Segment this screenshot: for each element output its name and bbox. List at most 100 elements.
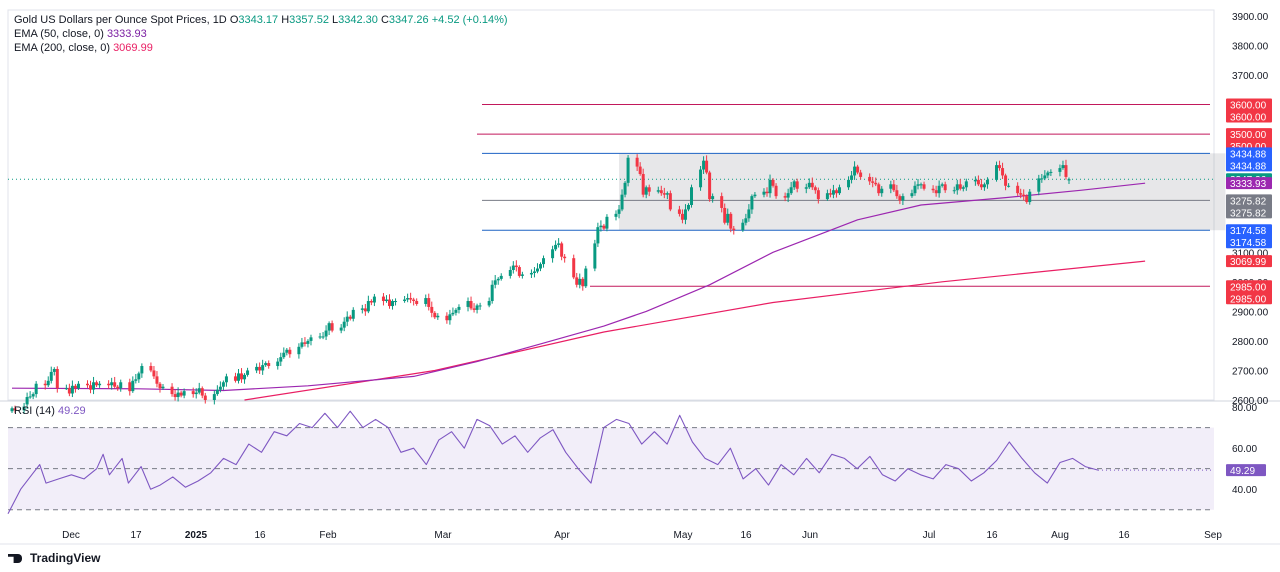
candle-body <box>430 306 434 313</box>
candle <box>828 188 832 198</box>
candle-body <box>807 182 811 188</box>
candle <box>76 381 80 390</box>
candle <box>853 161 857 180</box>
candle <box>303 337 307 347</box>
candle-body <box>107 383 111 386</box>
candle-body <box>563 256 567 259</box>
candle-body <box>1049 171 1053 173</box>
tradingview-logo[interactable]: TradingView <box>8 551 100 565</box>
candle-body <box>964 181 968 188</box>
candle-body <box>31 394 35 397</box>
candle <box>554 240 558 252</box>
candle <box>203 392 207 404</box>
candle-body <box>258 366 262 371</box>
candle-body <box>581 278 585 287</box>
candle-body <box>70 385 74 394</box>
price-tick-label: 2600.00 <box>1232 396 1269 407</box>
candle-body <box>327 323 331 331</box>
candle <box>747 204 751 222</box>
price-badge-bg <box>1226 224 1272 249</box>
candle <box>955 179 959 195</box>
rsi-pane[interactable] <box>7 410 1214 515</box>
candle-body <box>1046 172 1050 176</box>
candle <box>1043 170 1047 181</box>
candle-body <box>34 383 38 395</box>
candle <box>1028 189 1032 205</box>
candle-body <box>711 196 715 200</box>
ema200-legend[interactable]: EMA (200, close, 0) 3069.99 <box>14 41 153 55</box>
candle-body <box>469 301 473 309</box>
candle-body <box>795 181 799 189</box>
candle-body <box>596 227 600 244</box>
candle <box>321 332 325 340</box>
candle <box>499 273 503 281</box>
candle <box>469 296 473 311</box>
candle <box>64 384 68 390</box>
candle-body <box>880 188 884 194</box>
candle <box>1049 169 1053 177</box>
candle <box>490 280 494 304</box>
candle-body <box>979 184 983 188</box>
candle-body <box>699 169 703 188</box>
candle-body <box>451 312 455 315</box>
candle-body <box>98 383 102 386</box>
candle <box>641 168 645 198</box>
time-label: Mar <box>434 530 452 541</box>
candle-body <box>197 388 201 393</box>
candle-body <box>680 213 684 220</box>
candle <box>300 337 304 349</box>
price-badge-label: 3069.99 <box>1230 257 1267 268</box>
candle-body <box>982 184 986 188</box>
candle <box>659 185 663 196</box>
candle-body <box>433 312 437 318</box>
candle-body <box>409 298 413 300</box>
candle-body <box>747 209 751 219</box>
ema200-label: EMA (200, close, 0) <box>14 42 110 54</box>
candle <box>49 366 53 384</box>
candle-body <box>221 382 225 387</box>
candle-body <box>330 323 334 331</box>
candle <box>288 347 292 358</box>
candle-body <box>605 216 609 229</box>
price-pane[interactable] <box>8 104 1226 414</box>
candle-body <box>529 272 533 275</box>
candle <box>614 210 618 221</box>
candle-body <box>384 299 388 302</box>
candle-body <box>958 184 962 189</box>
candle <box>158 381 162 393</box>
candle <box>744 213 748 226</box>
candle-body <box>837 187 841 194</box>
rsi-tick-label: 80.00 <box>1232 403 1257 414</box>
candle <box>705 155 709 175</box>
candle <box>212 390 216 405</box>
price-badge-label: 3333.93 <box>1230 179 1267 190</box>
ema50-legend[interactable]: EMA (50, close, 0) 3333.93 <box>14 27 147 41</box>
candle <box>70 380 74 398</box>
price-badge-bg <box>1226 128 1272 153</box>
candle <box>596 222 600 247</box>
candle-body <box>445 315 449 321</box>
candle-body <box>215 389 219 395</box>
candle <box>976 175 980 187</box>
time-label: 16 <box>740 530 752 541</box>
candle-body <box>116 386 120 389</box>
time-label: Jul <box>923 530 936 541</box>
candle-body <box>466 301 470 307</box>
candle <box>10 406 14 413</box>
candle-body <box>901 196 905 201</box>
rsi-legend[interactable]: RSI (14) 49.29 <box>14 405 86 417</box>
candle <box>623 181 627 198</box>
candle <box>363 303 367 316</box>
candle <box>430 301 434 318</box>
candle <box>729 212 733 233</box>
price-badge-label: 3600.00 <box>1230 101 1267 112</box>
change-value: +4.52 (+0.14%) <box>431 14 508 26</box>
price-badge-bg <box>1226 177 1272 190</box>
candle-body <box>937 185 941 194</box>
candle-body <box>279 357 283 362</box>
price-badge-3069.99: 3069.99 <box>1226 255 1272 268</box>
candle <box>529 269 533 278</box>
candle <box>765 187 769 197</box>
candle-body <box>813 187 817 191</box>
